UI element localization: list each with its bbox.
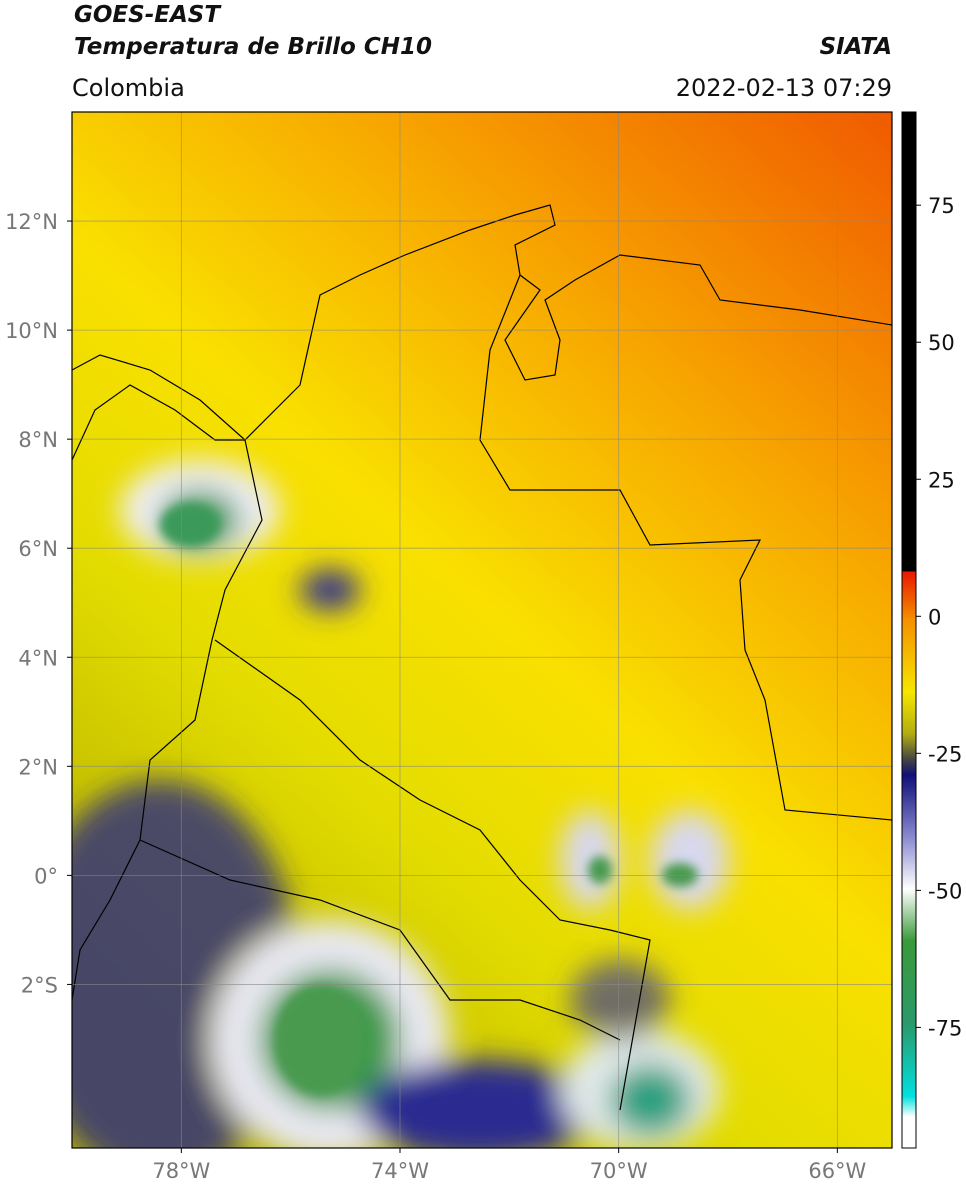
region: Colombia <box>72 74 185 102</box>
y-tick-label: 4°N <box>18 646 58 670</box>
map-image <box>72 112 892 1148</box>
y-tick-label: 2°N <box>18 755 58 779</box>
datetime: 2022-02-13 07:29 <box>676 74 892 102</box>
colorbar-tick-label: -75 <box>928 1016 962 1040</box>
colorbar-tick-label: 50 <box>928 331 955 355</box>
y-tick-label: 0° <box>34 864 58 888</box>
y-tick-label: 6°N <box>18 537 58 561</box>
y-tick-label: 12°N <box>5 210 58 234</box>
y-tick-label: 10°N <box>5 319 58 343</box>
x-tick-label: 78°W <box>152 1159 210 1183</box>
map-frame <box>71 111 893 1149</box>
x-tick-label: 74°W <box>371 1159 429 1183</box>
source: SIATA <box>820 34 892 60</box>
x-tick-label: 70°W <box>590 1159 648 1183</box>
x-tick-label: 66°W <box>808 1159 866 1183</box>
colorbar-tick-label: -25 <box>928 742 962 766</box>
colorbar-tick-label: 0 <box>928 605 941 629</box>
colorbar <box>901 111 917 1149</box>
title: GOES-EAST <box>74 2 222 28</box>
colorbar-tick-label: 25 <box>928 468 955 492</box>
subtitle: Temperatura de Brillo CH10 <box>74 34 432 60</box>
colorbar-tick-label: 75 <box>928 194 955 218</box>
y-tick-label: 2°S <box>21 973 58 997</box>
y-tick-label: 8°N <box>18 428 58 452</box>
colorbar-tick-label: -50 <box>928 879 962 903</box>
